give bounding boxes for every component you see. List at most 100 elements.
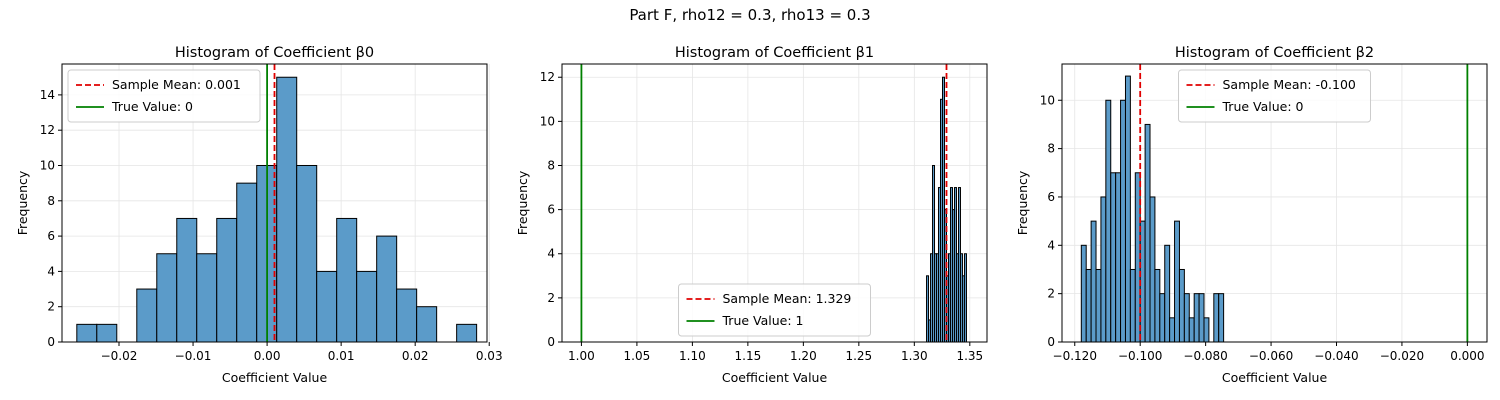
y-tick-label: 0 [47, 335, 55, 349]
histogram-bar [1169, 317, 1176, 343]
histogram-bar [236, 182, 258, 343]
legend: Sample Mean: -0.100 True Value: 0 [1178, 69, 1371, 123]
x-tick-label: 0.03 [476, 349, 503, 363]
x-tick-label: −0.120 [1053, 349, 1097, 363]
x-tick-label: 1.25 [845, 349, 872, 363]
x-tick-label: −0.040 [1314, 349, 1358, 363]
histogram-bar [1129, 268, 1136, 343]
y-tick-label: 10 [1040, 93, 1055, 107]
x-tick-label: 0.02 [402, 349, 429, 363]
axes-frame [1061, 63, 1488, 343]
histogram-bar [1198, 293, 1205, 343]
y-tick-label: 12 [40, 123, 55, 137]
x-tick-label: 0.000 [1450, 349, 1484, 363]
histogram-bar [1183, 293, 1190, 343]
y-tick-label: 4 [547, 247, 555, 261]
subplot-title: Histogram of Coefficient β2 [1175, 45, 1374, 61]
histogram-bar [1090, 220, 1097, 343]
histogram-bar [336, 217, 358, 343]
x-tick-label: 0.01 [328, 349, 355, 363]
histogram-bar [1178, 268, 1185, 343]
y-tick-label: 2 [547, 291, 555, 305]
y-tick-label: 10 [540, 114, 555, 128]
histogram-bar [1174, 220, 1180, 343]
y-tick-label: 6 [547, 203, 555, 217]
histogram-bar [136, 288, 158, 343]
y-tick-label: 0 [1047, 335, 1055, 349]
histogram-bar [1110, 172, 1117, 343]
x-tick-label: 1.30 [901, 349, 928, 363]
subplot-title: Histogram of Coefficient β1 [675, 45, 874, 61]
histogram-bar [96, 323, 118, 343]
histogram-bar [1203, 317, 1210, 343]
histogram-bar [396, 288, 418, 343]
histogram-bar [1193, 293, 1200, 343]
figure-suptitle: Part F, rho12 = 0.3, rho13 = 0.3 [629, 6, 870, 24]
histogram-bar [216, 217, 238, 343]
x-axis-label: Coefficient Value [722, 370, 828, 385]
y-axis-label: Frequency [515, 170, 530, 235]
histogram-bar [76, 323, 98, 343]
histogram-bar [1120, 99, 1126, 343]
histogram-bar [963, 253, 967, 343]
y-tick-label: 2 [1047, 287, 1055, 301]
axes-frame [61, 63, 488, 343]
subplot-0: −0.02 −0.01 0.00 0.01 0.02 0.03 0 2 4 6 8 10 12 14 His… [15, 45, 503, 385]
histogram-bar [316, 270, 338, 343]
histogram-bar [1100, 196, 1107, 343]
histogram-bar [1154, 268, 1161, 343]
y-tick-label: 0 [547, 335, 555, 349]
y-tick-label: 4 [1047, 238, 1055, 252]
histogram-bar [356, 270, 378, 343]
x-tick-label: 1.00 [568, 349, 595, 363]
x-axis-label: Coefficient Value [222, 370, 328, 385]
x-tick-label: −0.01 [175, 349, 212, 363]
histogram-bar [1149, 196, 1156, 343]
y-tick-label: 6 [47, 229, 55, 243]
axes-frame [561, 63, 988, 343]
histogram-bar [376, 235, 398, 343]
histogram-bar [176, 217, 198, 343]
y-tick-label: 14 [40, 88, 55, 102]
histogram-bar [1105, 99, 1112, 343]
y-tick-label: 4 [47, 264, 55, 278]
y-tick-label: 2 [47, 300, 55, 314]
histogram-bar [1085, 268, 1092, 343]
histogram-bar [296, 164, 318, 343]
legend-box [1178, 69, 1371, 123]
histogram-bar [416, 306, 438, 343]
x-tick-label: 1.10 [679, 349, 706, 363]
histogram-bar [196, 253, 218, 343]
legend-mean-label: Sample Mean: -0.100 [1223, 77, 1356, 92]
x-tick-label: 1.35 [956, 349, 983, 363]
histogram-bar [1124, 75, 1131, 343]
legend-true-label: True Value: 1 [722, 313, 804, 328]
legend: Sample Mean: 0.001 True Value: 0 [67, 69, 261, 123]
legend-box [67, 69, 261, 123]
x-tick-label: −0.020 [1380, 349, 1424, 363]
subplot-2: −0.120 −0.100 −0.080 −0.060 −0.040 −0.020 0.00… [1015, 45, 1488, 385]
y-tick-label: 12 [540, 70, 555, 84]
x-tick-label: −0.02 [101, 349, 138, 363]
y-tick-label: 8 [47, 194, 55, 208]
histogram-bar [1080, 244, 1087, 343]
histogram-bar [1188, 317, 1195, 343]
x-tick-label: −0.060 [1249, 349, 1293, 363]
histogram-bar [456, 323, 478, 343]
legend-true-label: True Value: 0 [111, 99, 193, 114]
y-axis-label: Frequency [1015, 170, 1030, 235]
x-axis-label: Coefficient Value [1222, 370, 1328, 385]
subplot-1: 1.00 1.05 1.10 1.15 1.20 1.25 1.30 1.35 0 2 4 6 8 10 1… [515, 45, 988, 385]
histogram-bar [156, 253, 178, 343]
legend-true-label: True Value: 0 [1222, 99, 1304, 114]
subplot-title: Histogram of Coefficient β0 [175, 45, 374, 61]
x-tick-label: 1.15 [735, 349, 762, 363]
legend-mean-label: Sample Mean: 0.001 [112, 77, 241, 92]
y-tick-label: 8 [547, 158, 555, 172]
y-tick-label: 8 [1047, 142, 1055, 156]
histogram-bar [276, 76, 298, 343]
x-tick-label: 1.20 [790, 349, 817, 363]
histogram-bar [1115, 172, 1122, 343]
histogram-bar [1159, 293, 1166, 343]
